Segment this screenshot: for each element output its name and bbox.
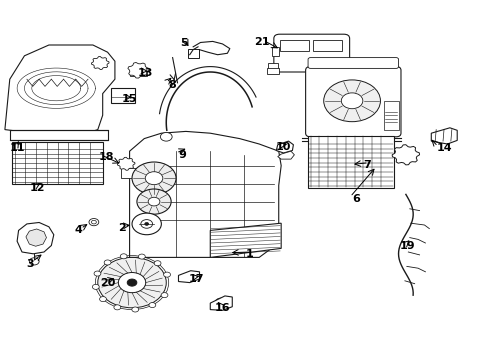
Text: 14: 14 bbox=[435, 143, 451, 153]
Circle shape bbox=[183, 273, 193, 280]
Circle shape bbox=[104, 260, 111, 265]
Circle shape bbox=[154, 261, 161, 266]
Circle shape bbox=[149, 302, 156, 307]
Polygon shape bbox=[276, 141, 293, 153]
Circle shape bbox=[127, 279, 137, 286]
Polygon shape bbox=[128, 63, 149, 78]
Polygon shape bbox=[430, 128, 456, 144]
Circle shape bbox=[91, 220, 96, 224]
Circle shape bbox=[161, 293, 167, 298]
FancyBboxPatch shape bbox=[312, 40, 342, 51]
Circle shape bbox=[89, 219, 99, 226]
Text: 11: 11 bbox=[10, 143, 25, 153]
Polygon shape bbox=[117, 157, 135, 170]
Circle shape bbox=[163, 272, 170, 277]
Circle shape bbox=[29, 258, 39, 265]
FancyBboxPatch shape bbox=[10, 130, 107, 140]
Text: 21: 21 bbox=[254, 37, 269, 48]
Polygon shape bbox=[91, 57, 109, 69]
Circle shape bbox=[132, 162, 176, 194]
Text: 6: 6 bbox=[351, 194, 359, 204]
FancyBboxPatch shape bbox=[273, 34, 349, 72]
Text: 18: 18 bbox=[99, 152, 114, 162]
Text: 1: 1 bbox=[245, 249, 253, 259]
Text: 5: 5 bbox=[180, 38, 187, 48]
Circle shape bbox=[215, 298, 226, 307]
FancyBboxPatch shape bbox=[111, 88, 135, 103]
Text: 8: 8 bbox=[168, 80, 176, 90]
Polygon shape bbox=[5, 45, 115, 137]
Text: 16: 16 bbox=[215, 303, 230, 313]
Text: 7: 7 bbox=[362, 159, 370, 170]
Polygon shape bbox=[129, 131, 281, 257]
Circle shape bbox=[120, 254, 127, 259]
FancyBboxPatch shape bbox=[188, 49, 199, 58]
Circle shape bbox=[160, 132, 172, 141]
Circle shape bbox=[132, 307, 139, 312]
Circle shape bbox=[132, 213, 161, 235]
FancyBboxPatch shape bbox=[267, 63, 277, 69]
Text: 17: 17 bbox=[188, 274, 203, 284]
FancyBboxPatch shape bbox=[383, 101, 398, 130]
Circle shape bbox=[148, 197, 160, 206]
Text: 10: 10 bbox=[275, 142, 290, 152]
Polygon shape bbox=[178, 271, 199, 283]
Text: 15: 15 bbox=[121, 94, 136, 104]
Text: 9: 9 bbox=[178, 150, 185, 160]
Polygon shape bbox=[210, 296, 232, 310]
Polygon shape bbox=[210, 223, 281, 257]
FancyBboxPatch shape bbox=[307, 58, 398, 68]
FancyBboxPatch shape bbox=[121, 168, 136, 178]
FancyBboxPatch shape bbox=[307, 136, 393, 188]
FancyBboxPatch shape bbox=[279, 40, 308, 51]
Text: 13: 13 bbox=[138, 68, 153, 78]
FancyBboxPatch shape bbox=[129, 69, 147, 76]
FancyBboxPatch shape bbox=[12, 142, 102, 184]
Circle shape bbox=[100, 297, 106, 302]
Circle shape bbox=[141, 220, 152, 228]
Circle shape bbox=[118, 273, 145, 293]
Polygon shape bbox=[391, 145, 419, 165]
Polygon shape bbox=[26, 229, 46, 246]
Text: 20: 20 bbox=[100, 278, 115, 288]
Circle shape bbox=[98, 257, 166, 308]
Circle shape bbox=[134, 67, 142, 73]
FancyBboxPatch shape bbox=[305, 67, 400, 137]
Circle shape bbox=[94, 271, 101, 276]
Circle shape bbox=[218, 300, 224, 305]
Text: 2: 2 bbox=[118, 222, 126, 233]
Circle shape bbox=[144, 222, 148, 225]
Circle shape bbox=[323, 80, 380, 122]
Text: 3: 3 bbox=[26, 258, 34, 269]
Circle shape bbox=[114, 305, 121, 310]
Polygon shape bbox=[17, 222, 54, 254]
FancyBboxPatch shape bbox=[271, 47, 279, 56]
Circle shape bbox=[145, 172, 163, 185]
FancyBboxPatch shape bbox=[266, 68, 278, 74]
Circle shape bbox=[122, 161, 130, 167]
Circle shape bbox=[137, 189, 171, 214]
Text: 4: 4 bbox=[75, 225, 82, 235]
Text: 12: 12 bbox=[29, 183, 45, 193]
Circle shape bbox=[399, 150, 411, 159]
Circle shape bbox=[96, 60, 104, 66]
Circle shape bbox=[92, 284, 99, 289]
Text: 19: 19 bbox=[399, 240, 415, 251]
Polygon shape bbox=[277, 151, 294, 159]
Circle shape bbox=[341, 93, 362, 109]
Circle shape bbox=[138, 254, 145, 259]
